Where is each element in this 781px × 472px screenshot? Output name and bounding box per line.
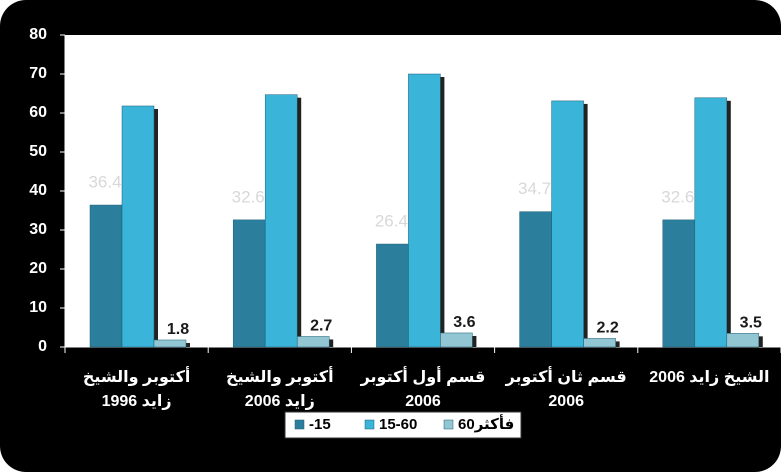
bar <box>519 211 552 348</box>
data-label: 2.2 <box>596 320 618 337</box>
data-label: 64.7 <box>265 62 298 81</box>
bar <box>408 73 441 348</box>
x-tick-label: قسم ثان أكتوبر <box>505 366 627 386</box>
x-tick-label: الشيخ زايد 2006 <box>649 369 769 386</box>
y-tick-label: 60 <box>29 104 47 121</box>
x-tick-label: زايد 2006 <box>245 393 315 410</box>
data-label: 63.1 <box>551 68 584 87</box>
y-tick-label: 20 <box>29 260 47 277</box>
bar <box>376 243 409 348</box>
y-tick-label: 40 <box>29 182 47 199</box>
data-label: 32.6 <box>232 187 265 206</box>
data-label: 3.6 <box>453 314 475 331</box>
bar <box>440 332 473 348</box>
bar <box>583 338 616 348</box>
legend-label: -15 <box>309 416 331 433</box>
x-tick-label: 2006 <box>548 393 584 410</box>
data-label: 1.8 <box>167 321 189 338</box>
data-label: 2.7 <box>310 318 332 335</box>
data-label: 26.4 <box>375 212 408 231</box>
bar <box>694 97 728 348</box>
bar <box>551 100 584 348</box>
data-label: 34.7 <box>518 179 551 198</box>
bar <box>726 333 760 348</box>
legend-swatch <box>443 419 454 430</box>
legend-swatch <box>364 419 375 430</box>
legend-label: 60فأكثر <box>458 414 514 433</box>
legend-swatch <box>294 419 305 430</box>
bar <box>232 219 266 348</box>
legend-label: 15-60 <box>379 416 417 433</box>
y-tick-label: 0 <box>38 338 47 355</box>
y-tick-label: 70 <box>29 65 47 82</box>
x-tick-label: أكتوبر والشيخ <box>226 366 334 386</box>
bar <box>121 105 155 348</box>
data-label: 36.4 <box>88 173 121 192</box>
bar <box>153 339 187 348</box>
y-tick-label: 10 <box>29 299 47 316</box>
x-tick-label: قسم أول أكتوبر <box>360 366 486 386</box>
legend: -15 15-60 60فأكثر <box>284 411 522 439</box>
x-tick-label: أكتوبر والشيخ <box>83 366 191 386</box>
data-label: 61.8 <box>121 73 154 92</box>
legend-box <box>284 411 522 439</box>
data-label: 63.9 <box>694 65 727 84</box>
data-label: 32.6 <box>661 187 694 206</box>
x-tick-label: 2006 <box>405 393 441 410</box>
y-tick-label: 30 <box>29 221 47 238</box>
y-tick-label: 50 <box>29 143 47 160</box>
data-label: 3.5 <box>740 315 762 332</box>
bar <box>662 219 696 348</box>
bar <box>264 94 298 348</box>
y-tick-label: 80 <box>29 26 47 43</box>
data-label: 70.0 <box>408 41 441 60</box>
bar <box>89 204 123 348</box>
x-tick-label: زايد 1996 <box>102 393 172 410</box>
bar <box>296 336 330 348</box>
